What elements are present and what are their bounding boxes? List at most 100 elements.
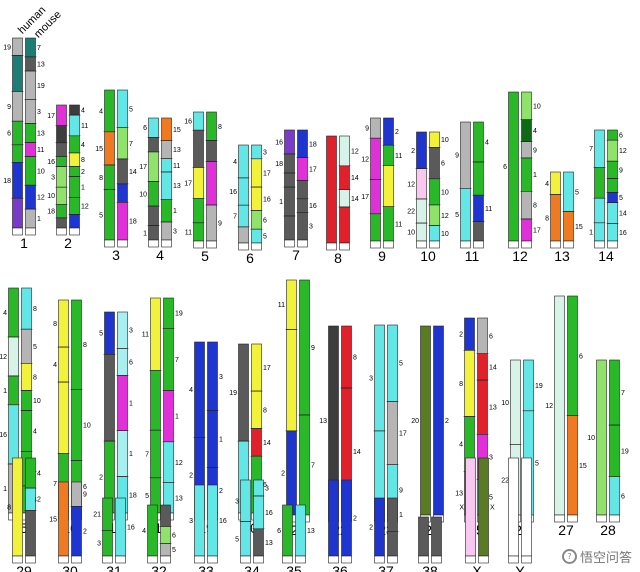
segment-mouse-35-0 — [295, 504, 306, 557]
segment-human-4-4 — [148, 205, 159, 226]
segment-label: 10 — [501, 400, 509, 407]
segment-label: 6 — [277, 528, 281, 535]
segment-mouse-14-2 — [607, 160, 618, 179]
chromosome-30: 15 9 2 30 — [49, 481, 87, 572]
chromosome-label: 11 — [465, 248, 480, 264]
segment-label: 3 — [309, 224, 313, 231]
segment-mouse-17-3 — [117, 430, 128, 477]
centromere-cap — [284, 239, 295, 248]
segment-label: 13 — [37, 61, 45, 68]
segment-mouse-15-2 — [21, 362, 32, 391]
chromosome-label: 13 — [554, 248, 570, 264]
segment-label: 2 — [459, 332, 463, 339]
segment-human-4-3 — [148, 181, 159, 207]
segment-mouse-4-5 — [161, 221, 172, 241]
segment-human-6-2 — [238, 204, 249, 228]
segment-label: 5 — [575, 189, 579, 196]
segment-label: 12 — [407, 181, 415, 188]
segment-human-6-0 — [238, 144, 249, 179]
centromere-cap — [206, 240, 217, 249]
segment-label: 2 — [83, 529, 87, 536]
segment-label: 1 — [3, 388, 7, 395]
segment-label: X — [459, 505, 464, 512]
segment-mouse-4-3 — [161, 171, 172, 200]
centromere-cap — [521, 240, 532, 249]
chromosome-8: 12 14 14 8 — [326, 135, 359, 266]
segment-label: 8 — [81, 157, 85, 164]
centromere-cap — [341, 555, 352, 564]
segment-human-16-0 — [58, 299, 69, 348]
segment-human-3-2 — [104, 164, 115, 190]
chromosome-label: 32 — [151, 563, 167, 572]
chromosome-13: 4 8 5 15 13 — [545, 171, 583, 264]
segment-mouse-1-5 — [25, 142, 36, 157]
chromosome-36: 2 36 — [328, 479, 357, 572]
segment-mouse-3-2 — [117, 158, 128, 185]
segment-mouse-15-3 — [21, 390, 32, 411]
segment-label: 16 — [263, 196, 271, 203]
segment-mouse-7-3 — [297, 198, 308, 213]
segment-label: 8 — [7, 505, 11, 512]
segment-human-3-0 — [104, 89, 115, 133]
segment-label: 4 — [459, 442, 463, 449]
segment-mouse-20-0 — [251, 343, 262, 392]
segment-human-13-1 — [550, 194, 561, 242]
segment-human-14-2 — [594, 197, 605, 224]
segment-label: 10 — [533, 103, 541, 110]
segment-mouse-2-0 — [69, 104, 80, 116]
chromosome-x: X X X — [459, 457, 495, 572]
segment-human-14-1 — [594, 167, 605, 199]
centromere-cap — [387, 555, 398, 564]
segment-mouse-2-5 — [69, 176, 80, 198]
segment-label: 8 — [53, 321, 57, 328]
centromere-cap — [418, 555, 429, 564]
segment-label: 4 — [37, 471, 41, 478]
segment-mouse-1-0 — [25, 37, 36, 58]
segment-label: 22 — [407, 209, 415, 216]
segment-mouse-5-3 — [206, 204, 217, 242]
segment-label: 4 — [33, 429, 37, 436]
segment-label: 2 — [81, 169, 85, 176]
segment-label: 1 — [143, 230, 147, 237]
segment-label: 1 — [129, 401, 133, 408]
segment-mouse-33-0 — [207, 484, 218, 557]
segment-label: 6 — [619, 133, 623, 140]
segment-mouse-12-0 — [521, 91, 532, 121]
segment-mouse-6-1 — [251, 158, 262, 188]
segment-human-2-1 — [56, 125, 67, 144]
segment-mouse-11-1 — [473, 161, 484, 196]
segment-human-3-3 — [104, 189, 115, 241]
segment-label: 16 — [127, 525, 135, 532]
chromosome-label: 34 — [244, 563, 260, 572]
segment-human-6-1 — [238, 177, 249, 206]
segment-label: 12 — [441, 213, 449, 220]
centromere-cap — [160, 555, 171, 564]
segment-label: 12 — [175, 460, 183, 467]
segment-human-15-1 — [8, 336, 19, 377]
segment-human-1-1 — [12, 55, 23, 92]
segment-label: 1 — [175, 414, 179, 421]
segment-mouse-8-2 — [339, 189, 350, 208]
segment-human-9-2 — [370, 179, 381, 215]
segment-label: 12 — [37, 195, 45, 202]
segment-label: 5 — [235, 536, 239, 543]
segment-label: 9 — [83, 492, 87, 499]
segment-label: 17 — [533, 228, 541, 235]
segment-human-33-0 — [194, 484, 205, 557]
segment-label: 12 — [545, 403, 553, 410]
segment-human-4-5 — [148, 225, 159, 241]
chromosome-label: X — [472, 563, 482, 572]
segment-mouse-25-2 — [477, 379, 488, 435]
chromosome-9: 9 12 17 2 11 11 9 — [361, 117, 402, 264]
segment-mouse-29-1 — [25, 487, 36, 511]
segment-mouse-37-1 — [387, 530, 398, 557]
segment-mouse-16-0 — [71, 299, 82, 390]
segment-label: 6 — [172, 532, 176, 539]
centromere-cap — [374, 555, 385, 564]
segment-mouse-12-2 — [521, 141, 532, 159]
segment-human-15-0 — [8, 287, 19, 338]
segment-label: 18 — [129, 219, 137, 226]
segment-human-1-3 — [12, 120, 23, 146]
segment-label: 9 — [7, 104, 11, 111]
